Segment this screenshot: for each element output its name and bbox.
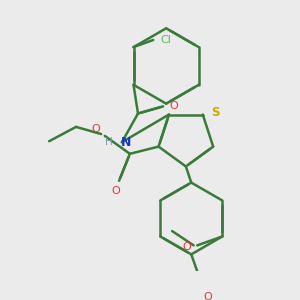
Text: N: N <box>121 136 131 149</box>
Text: H: H <box>105 137 113 147</box>
Text: O: O <box>203 292 212 300</box>
Text: O: O <box>111 187 120 196</box>
Text: O: O <box>92 124 100 134</box>
Text: S: S <box>211 106 220 119</box>
Text: O: O <box>169 101 178 111</box>
Text: Cl: Cl <box>160 35 171 45</box>
Text: O: O <box>182 242 191 252</box>
